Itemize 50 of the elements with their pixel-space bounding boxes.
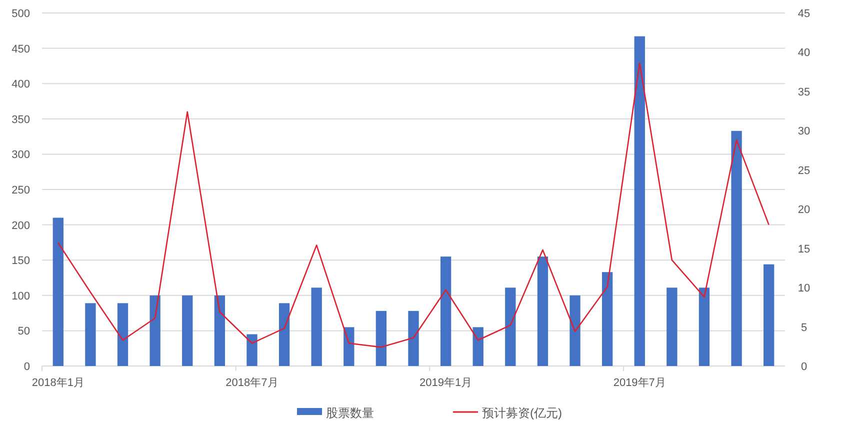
y2-tick-label: 30: [798, 126, 810, 138]
y-tick-label: 500: [12, 8, 30, 20]
bar: [472, 327, 484, 366]
bar: [214, 295, 226, 366]
bar: [698, 288, 710, 366]
bar: [150, 295, 160, 366]
y-tick-label: 450: [12, 43, 30, 56]
legend-label: 预计募资(亿元): [482, 406, 562, 420]
y2-tick-label: 20: [798, 204, 810, 216]
legend-label: 股票数量: [326, 406, 374, 420]
y-tick-label: 300: [12, 149, 30, 162]
bar: [117, 303, 128, 366]
bar: [731, 130, 742, 366]
y2-tick-label: 0: [800, 361, 808, 373]
y-tick-label: 200: [12, 220, 30, 232]
y-tick-label: 250: [12, 184, 30, 196]
bar: [537, 256, 548, 366]
y-tick-label: 0: [24, 361, 30, 373]
bar: [52, 218, 64, 366]
y-tick-label: 50: [18, 326, 30, 338]
bar: [666, 288, 678, 366]
y-tick-label: 100: [12, 290, 30, 302]
y2-tick-label: 40: [798, 47, 810, 60]
bar: [634, 36, 645, 366]
y2-tick-label: 25: [798, 164, 810, 177]
bar: [440, 256, 452, 366]
bar: [376, 310, 387, 366]
bar: [85, 303, 96, 366]
y2-tick-label: 45: [798, 8, 810, 20]
bar: [570, 295, 580, 366]
y-tick-label: 150: [12, 255, 30, 268]
bar: [505, 288, 516, 366]
bar: [408, 310, 419, 366]
bar: [278, 303, 290, 366]
y-tick-label: 400: [12, 78, 30, 91]
x-tick-label: 2019年7月: [613, 377, 666, 389]
bar: [182, 295, 193, 366]
y2-tick-label: 35: [798, 86, 810, 98]
y2-tick-label: 10: [798, 282, 810, 295]
bar: [764, 264, 774, 366]
y2-tick-label: 5: [800, 322, 808, 334]
y2-tick-label: 15: [798, 243, 810, 256]
x-tick-label: 2018年1月: [32, 377, 84, 389]
x-tick-label: 2018年7月: [226, 377, 278, 389]
x-tick-label: 2019年1月: [420, 377, 472, 389]
bar: [246, 334, 258, 366]
y-tick-label: 350: [12, 114, 30, 126]
bar: [344, 327, 354, 366]
bar: [602, 272, 613, 366]
bar: [311, 288, 322, 366]
